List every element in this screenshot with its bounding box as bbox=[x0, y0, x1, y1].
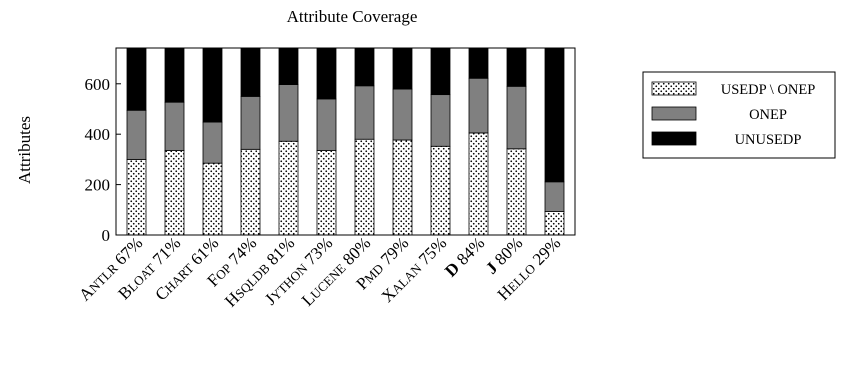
bar-hello-series-1 bbox=[544, 211, 565, 236]
bar-pmd-series-1 bbox=[392, 139, 413, 236]
bar-hsqldb-series-2 bbox=[278, 84, 299, 142]
bar-lucene-series-2 bbox=[354, 85, 375, 140]
bar-hsqldb-series-3 bbox=[278, 47, 299, 85]
bar-antlr-series-3 bbox=[126, 47, 147, 111]
bar-antlr-series-1 bbox=[126, 158, 147, 236]
bar-lucene-series-1 bbox=[354, 138, 375, 236]
bar-d-series-1 bbox=[468, 132, 489, 236]
bar-d-series-2 bbox=[468, 77, 489, 134]
bar-hsqldb-series-1 bbox=[278, 140, 299, 236]
bar-jython-series-2 bbox=[316, 98, 337, 151]
bar-chart-series-2 bbox=[202, 121, 223, 164]
bar-fop-series-2 bbox=[240, 95, 261, 150]
legend-swatch-1 bbox=[651, 81, 697, 96]
bar-jython-series-3 bbox=[316, 47, 337, 100]
bar-lucene-series-3 bbox=[354, 47, 375, 87]
bar-xalan-series-1 bbox=[430, 145, 451, 236]
legend-label-2: ONEP bbox=[749, 107, 787, 123]
y-axis-label: Attributes bbox=[15, 116, 34, 184]
legend: USEDP \ ONEP ONEP UNUSEDP bbox=[642, 71, 836, 159]
x-axis: ANTLR 67%BLOAT 71%CHART 61%FOP 74%HSQLDB… bbox=[75, 233, 564, 310]
y-tick-label: 200 bbox=[85, 176, 111, 195]
bar-j-series-1 bbox=[506, 148, 527, 236]
bar-hello-series-2 bbox=[544, 181, 565, 212]
legend-label-3: UNUSEDP bbox=[735, 132, 802, 148]
plot-frame bbox=[115, 47, 576, 236]
legend-swatch-2 bbox=[651, 106, 697, 121]
legend-swatch-3 bbox=[651, 131, 697, 146]
bar-xalan-series-2 bbox=[430, 94, 451, 147]
x-tick-label-d: D 84% bbox=[441, 233, 488, 280]
bar-antlr-series-2 bbox=[126, 109, 147, 160]
bar-d-series-3 bbox=[468, 47, 489, 79]
y-tick-label: 0 bbox=[102, 226, 111, 245]
y-tick-label: 400 bbox=[85, 125, 111, 144]
bar-j-series-2 bbox=[506, 85, 527, 150]
bar-chart-series-3 bbox=[202, 47, 223, 123]
bar-chart-series-1 bbox=[202, 162, 223, 236]
bar-pmd-series-3 bbox=[392, 47, 413, 90]
legend-label-1: USEDP \ ONEP bbox=[721, 82, 816, 98]
bar-j-series-3 bbox=[506, 47, 527, 87]
y-axis: 0 200 400 600 bbox=[85, 75, 121, 245]
bar-fop-series-1 bbox=[240, 148, 261, 236]
bar-jython-series-1 bbox=[316, 150, 337, 236]
bar-pmd-series-2 bbox=[392, 88, 413, 141]
bar-xalan-series-3 bbox=[430, 47, 451, 96]
bar-bloat-series-2 bbox=[164, 101, 185, 151]
bars-layer bbox=[126, 47, 565, 236]
chart-title: Attribute Coverage bbox=[287, 7, 418, 26]
y-tick-label: 600 bbox=[85, 75, 111, 94]
bar-bloat-series-3 bbox=[164, 47, 185, 103]
bar-fop-series-3 bbox=[240, 47, 261, 97]
bar-bloat-series-1 bbox=[164, 150, 185, 236]
bar-hello-series-3 bbox=[544, 47, 565, 183]
